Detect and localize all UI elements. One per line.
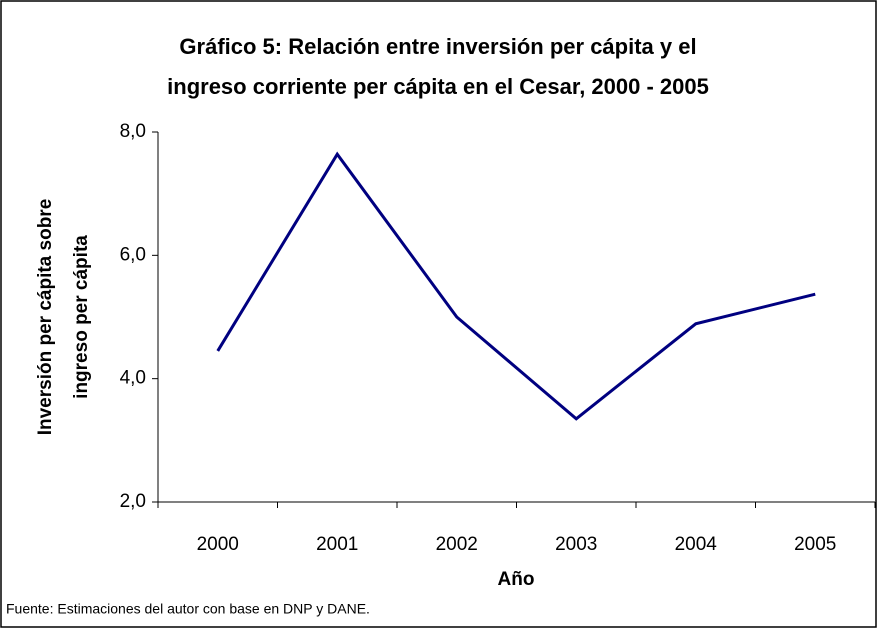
chart-title: ingreso corriente per cápita en el Cesar… xyxy=(167,74,709,99)
line-series xyxy=(216,151,816,421)
chart-title: Gráfico 5: Relación entre inversión per … xyxy=(179,34,696,59)
x-tick-label: 2005 xyxy=(794,534,836,555)
y-axis-title-line: ingreso per cápita xyxy=(71,235,92,399)
y-tick-label: 8,0 xyxy=(120,121,146,142)
y-axis-title: Inversión per cápita sobre ingreso per c… xyxy=(35,199,92,436)
x-tick-label: 2000 xyxy=(197,534,239,555)
source-note: Fuente: Estimaciones del autor con base … xyxy=(6,601,370,617)
x-tick-label: 2003 xyxy=(555,534,597,555)
x-tick-label: 2004 xyxy=(675,534,718,555)
y-tick-label: 2,0 xyxy=(120,491,146,512)
x-tick-label: 2002 xyxy=(436,534,478,555)
y-tick-label: 4,0 xyxy=(120,368,146,389)
x-axis-title: Año xyxy=(498,569,535,590)
y-tick-label: 6,0 xyxy=(120,244,146,265)
y-axis-title-line: Inversión per cápita sobre xyxy=(35,199,56,436)
x-tick-label: 2001 xyxy=(316,534,358,555)
